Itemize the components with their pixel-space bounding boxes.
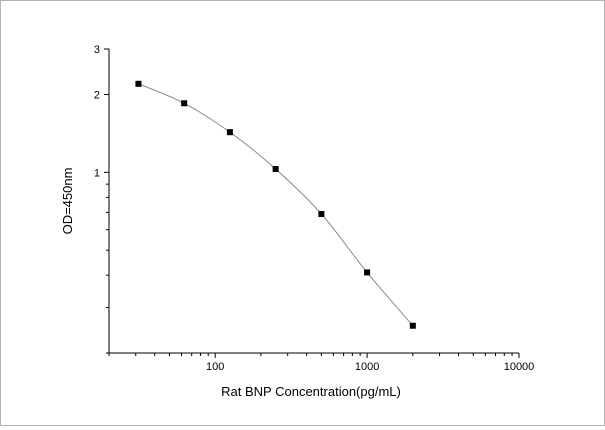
axes: [108, 49, 519, 354]
x-tick-label: 100: [206, 361, 224, 373]
x-axis-ticks: 100 1000 10000: [108, 353, 535, 373]
y-axis-ticks: 1 2 3: [94, 44, 109, 354]
y-tick-label: 3: [94, 44, 100, 56]
data-point: [364, 269, 371, 276]
x-tick-label: 1000: [355, 361, 379, 373]
y-tick-label: 2: [94, 90, 100, 102]
data-point: [226, 129, 233, 136]
x-axis-title: Rat BNP Concentration(pg/mL): [221, 384, 401, 399]
fitted-curve: [138, 83, 414, 327]
data-point: [181, 100, 188, 107]
data-point: [409, 322, 416, 329]
y-tick-label: 1: [94, 167, 100, 179]
data-point: [272, 166, 279, 173]
y-axis-title: OD=450nm: [60, 168, 75, 235]
data-point: [318, 210, 325, 217]
data-point: [135, 80, 142, 87]
data-points: [135, 80, 416, 329]
x-tick-label: 10000: [504, 361, 535, 373]
